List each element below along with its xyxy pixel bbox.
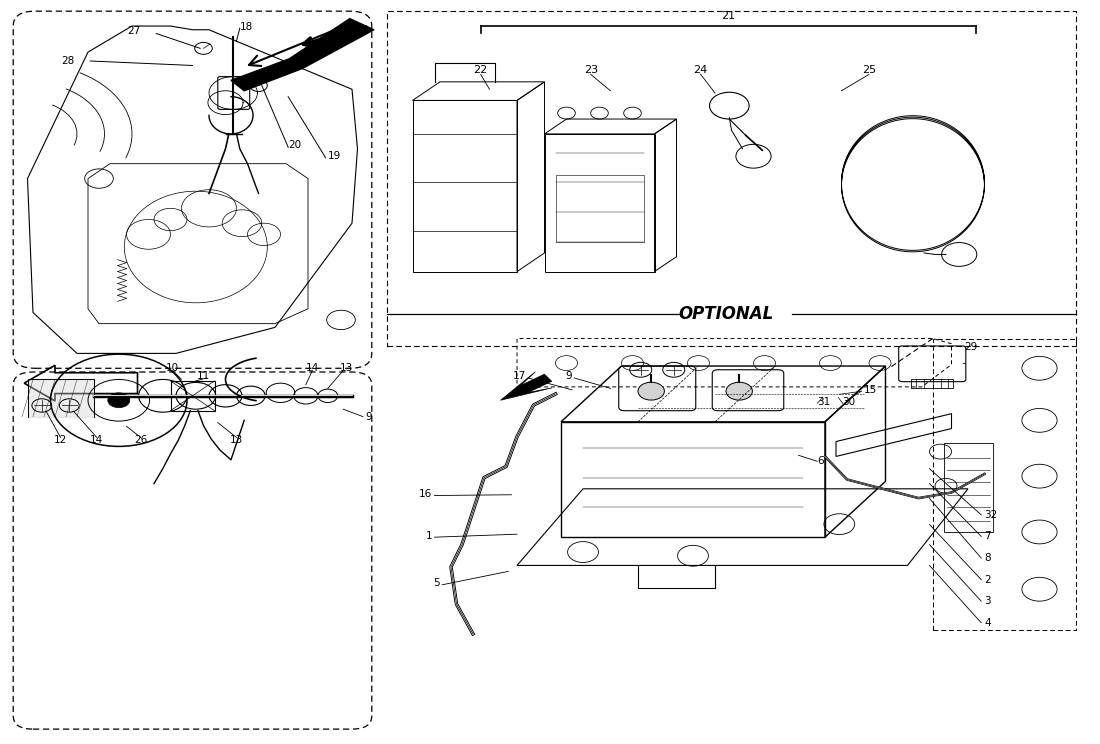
Text: 27: 27 <box>128 26 141 36</box>
Text: 26: 26 <box>134 435 147 446</box>
Text: 5: 5 <box>433 578 440 589</box>
Text: 28: 28 <box>62 56 75 66</box>
Polygon shape <box>28 379 94 417</box>
Circle shape <box>108 393 130 408</box>
Bar <box>944 443 993 532</box>
Text: 13: 13 <box>230 435 243 446</box>
Text: 30: 30 <box>843 397 856 407</box>
Text: 25: 25 <box>862 65 876 75</box>
Text: 17: 17 <box>513 371 526 382</box>
Text: 24: 24 <box>694 65 707 75</box>
Polygon shape <box>500 372 552 400</box>
Text: 4: 4 <box>984 618 991 628</box>
Text: 11: 11 <box>197 371 210 381</box>
Text: 9: 9 <box>565 371 572 382</box>
Circle shape <box>726 382 752 400</box>
Text: 21: 21 <box>722 11 735 21</box>
Text: 13: 13 <box>340 362 353 373</box>
Text: 18: 18 <box>240 22 253 32</box>
Text: 29: 29 <box>965 341 978 352</box>
Text: 9: 9 <box>365 411 372 422</box>
Text: 1: 1 <box>426 530 432 541</box>
Text: 20: 20 <box>288 140 301 150</box>
Text: 15: 15 <box>864 385 877 395</box>
Text: OPTIONAL: OPTIONAL <box>679 305 774 323</box>
Text: 2: 2 <box>984 574 991 585</box>
Text: 8: 8 <box>984 553 991 563</box>
Text: 12: 12 <box>54 435 67 446</box>
Bar <box>556 175 644 242</box>
Polygon shape <box>289 19 374 68</box>
Text: 7: 7 <box>984 531 991 542</box>
Text: 32: 32 <box>984 510 998 520</box>
Text: 31: 31 <box>817 397 830 407</box>
Text: 14: 14 <box>306 362 319 373</box>
Text: 22: 22 <box>474 65 487 75</box>
Text: 3: 3 <box>984 596 991 606</box>
Bar <box>911 379 953 388</box>
Circle shape <box>638 382 664 400</box>
Text: 6: 6 <box>817 455 824 466</box>
Text: 14: 14 <box>90 435 103 446</box>
Text: 23: 23 <box>584 65 597 75</box>
Text: 19: 19 <box>328 151 341 161</box>
Text: 16: 16 <box>419 489 432 499</box>
Text: 10: 10 <box>166 362 179 373</box>
Polygon shape <box>231 59 302 91</box>
